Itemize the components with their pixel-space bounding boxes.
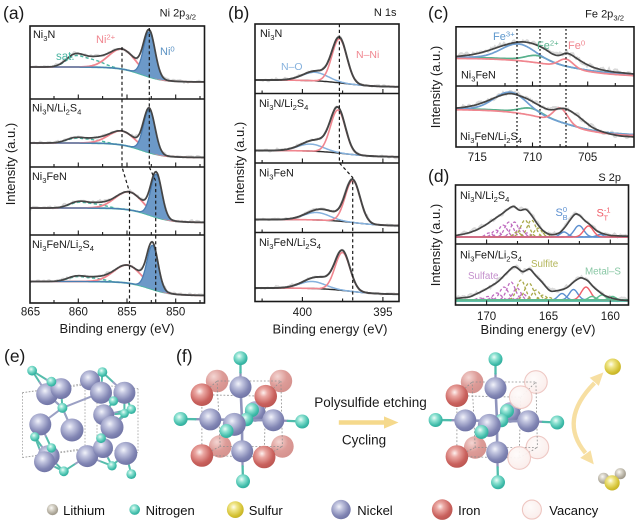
svg-text:Ni3N/Li2S4: Ni3N/Li2S4 — [460, 190, 509, 204]
svg-text:N–O: N–O — [281, 61, 303, 73]
svg-text:Ni3FeN/Li2S4: Ni3FeN/Li2S4 — [460, 250, 522, 264]
svg-text:(c): (c) — [428, 3, 448, 23]
svg-text:400: 400 — [293, 307, 312, 319]
svg-text:Metal–S: Metal–S — [585, 267, 621, 278]
svg-text:Sulfate: Sulfate — [468, 271, 499, 282]
svg-text:(a): (a) — [3, 3, 24, 23]
svg-text:705: 705 — [578, 152, 597, 164]
svg-text:Ni3FeN/Li2S4: Ni3FeN/Li2S4 — [259, 237, 321, 251]
svg-text:Nickel: Nickel — [357, 503, 393, 518]
svg-text:S 2p: S 2p — [598, 172, 621, 184]
svg-text:N 1s: N 1s — [374, 7, 397, 19]
svg-text:Polysulfide etching: Polysulfide etching — [314, 395, 427, 410]
svg-text:Binding energy (eV): Binding energy (eV) — [60, 321, 175, 336]
svg-text:Ni3FeN/Li2S4: Ni3FeN/Li2S4 — [32, 239, 94, 253]
svg-text:715: 715 — [468, 152, 487, 164]
svg-text:Intensity (a.u.): Intensity (a.u.) — [3, 123, 18, 205]
svg-text:Lithium: Lithium — [63, 503, 105, 518]
svg-text:Intensity (a.u.): Intensity (a.u.) — [428, 204, 443, 286]
svg-text:Binding energy (eV): Binding energy (eV) — [273, 322, 388, 337]
svg-text:Intensity (a.u.): Intensity (a.u.) — [232, 122, 247, 204]
svg-text:Ni3FeN: Ni3FeN — [32, 171, 67, 185]
svg-text:Sulfite: Sulfite — [531, 259, 559, 270]
svg-text:855: 855 — [117, 307, 136, 319]
svg-text:sat.: sat. — [56, 51, 75, 63]
svg-text:Ni3N/Li2S4: Ni3N/Li2S4 — [32, 103, 81, 117]
svg-text:395: 395 — [373, 307, 392, 319]
svg-text:Iron: Iron — [458, 503, 480, 518]
svg-text:Binding energy (eV): Binding energy (eV) — [481, 322, 596, 337]
svg-text:850: 850 — [166, 307, 185, 319]
svg-text:(b): (b) — [228, 3, 249, 23]
svg-text:Vacancy: Vacancy — [549, 503, 598, 518]
svg-text:865: 865 — [21, 307, 40, 319]
svg-text:(f): (f) — [176, 346, 193, 366]
svg-text:Cycling: Cycling — [342, 433, 386, 448]
svg-text:(e): (e) — [4, 346, 25, 366]
svg-text:710: 710 — [523, 152, 542, 164]
svg-text:Ni3FeN: Ni3FeN — [461, 70, 496, 84]
svg-text:Ni3FeN: Ni3FeN — [259, 168, 294, 182]
svg-text:860: 860 — [69, 307, 88, 319]
svg-text:Nitrogen: Nitrogen — [146, 503, 195, 518]
svg-text:N–Ni: N–Ni — [356, 49, 379, 61]
svg-text:160: 160 — [601, 311, 620, 323]
svg-text:Ni3N/Li2S4: Ni3N/Li2S4 — [259, 98, 308, 112]
svg-text:Ni3FeN/Li2S4: Ni3FeN/Li2S4 — [460, 131, 522, 145]
svg-text:(d): (d) — [428, 166, 449, 186]
svg-text:Intensity (a.u.): Intensity (a.u.) — [428, 46, 443, 128]
svg-text:Sulfur: Sulfur — [249, 503, 284, 518]
